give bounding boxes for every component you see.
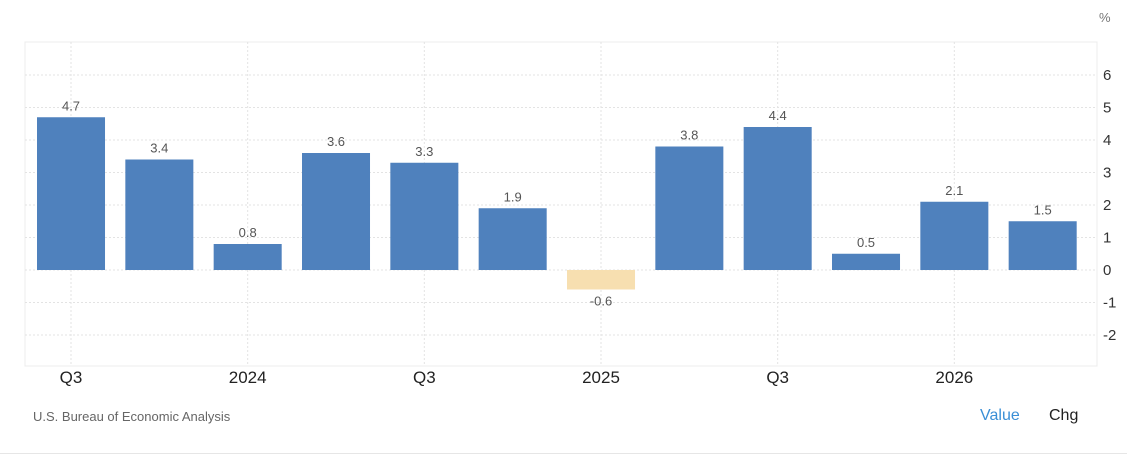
data-label: 1.5 (1034, 202, 1052, 217)
x-tick-label: 2024 (229, 368, 267, 387)
data-label: 0.8 (239, 225, 257, 240)
x-tick-label: Q3 (413, 368, 436, 387)
gdp-bar-chart: 4.7 3.4 0.8 3.6 3.3 1.9 -0.6 3.8 4.4 0.5 2.1 1.5 6 5… (24, 10, 1116, 387)
bar[interactable] (390, 162, 459, 270)
bar[interactable] (37, 117, 106, 270)
y-tick-label: -1 (1103, 295, 1116, 312)
y-tick-label: 2 (1103, 197, 1111, 214)
data-label: -0.6 (590, 294, 612, 309)
bar[interactable] (125, 159, 194, 271)
y-tick-label: 0 (1103, 262, 1111, 279)
bar[interactable] (655, 146, 724, 271)
gridlines (24, 41, 1098, 367)
data-label: 3.4 (150, 141, 168, 156)
x-tick-label: 2025 (582, 368, 620, 387)
bar[interactable] (1008, 221, 1077, 270)
value-toggle-button[interactable]: Value (980, 407, 1020, 424)
bar[interactable] (743, 127, 812, 270)
divider (0, 453, 1127, 454)
plot-border (24, 41, 1098, 367)
data-label: 0.5 (857, 235, 875, 250)
y-tick-label: 4 (1103, 132, 1111, 149)
x-tick-label: Q3 (766, 368, 789, 387)
y-tick-label: -2 (1103, 327, 1116, 344)
x-tick-label: Q3 (60, 368, 83, 387)
data-label: 3.8 (680, 128, 698, 143)
data-label: 1.9 (504, 189, 522, 204)
data-label: 4.4 (769, 108, 787, 123)
data-label: 4.7 (62, 98, 80, 113)
y-tick-label: 6 (1103, 67, 1111, 84)
data-label: 2.1 (945, 183, 963, 198)
source-text: U.S. Bureau of Economic Analysis (33, 409, 231, 424)
y-tick-label: 3 (1103, 165, 1111, 182)
bar[interactable] (567, 270, 636, 290)
bar[interactable] (478, 208, 547, 270)
bar[interactable] (920, 201, 989, 270)
chg-toggle-button[interactable]: Chg (1049, 407, 1079, 424)
y-axis-ticks: 6 5 4 3 2 1 0 -1 -2 (1103, 67, 1116, 344)
bar[interactable] (302, 153, 371, 270)
y-tick-label: 1 (1103, 230, 1111, 247)
bars (37, 117, 1077, 290)
data-label: 3.3 (415, 144, 433, 159)
data-labels: 4.7 3.4 0.8 3.6 3.3 1.9 -0.6 3.8 4.4 0.5 2.1 1.5 (62, 98, 1052, 308)
x-tick-label: 2026 (935, 368, 973, 387)
data-label: 3.6 (327, 134, 345, 149)
bar[interactable] (832, 253, 901, 270)
x-axis-ticks: Q3 2024 Q3 2025 Q3 2026 (60, 368, 974, 387)
bar[interactable] (213, 244, 282, 270)
y-tick-label: 5 (1103, 100, 1111, 117)
unit-label: % (1099, 10, 1111, 25)
